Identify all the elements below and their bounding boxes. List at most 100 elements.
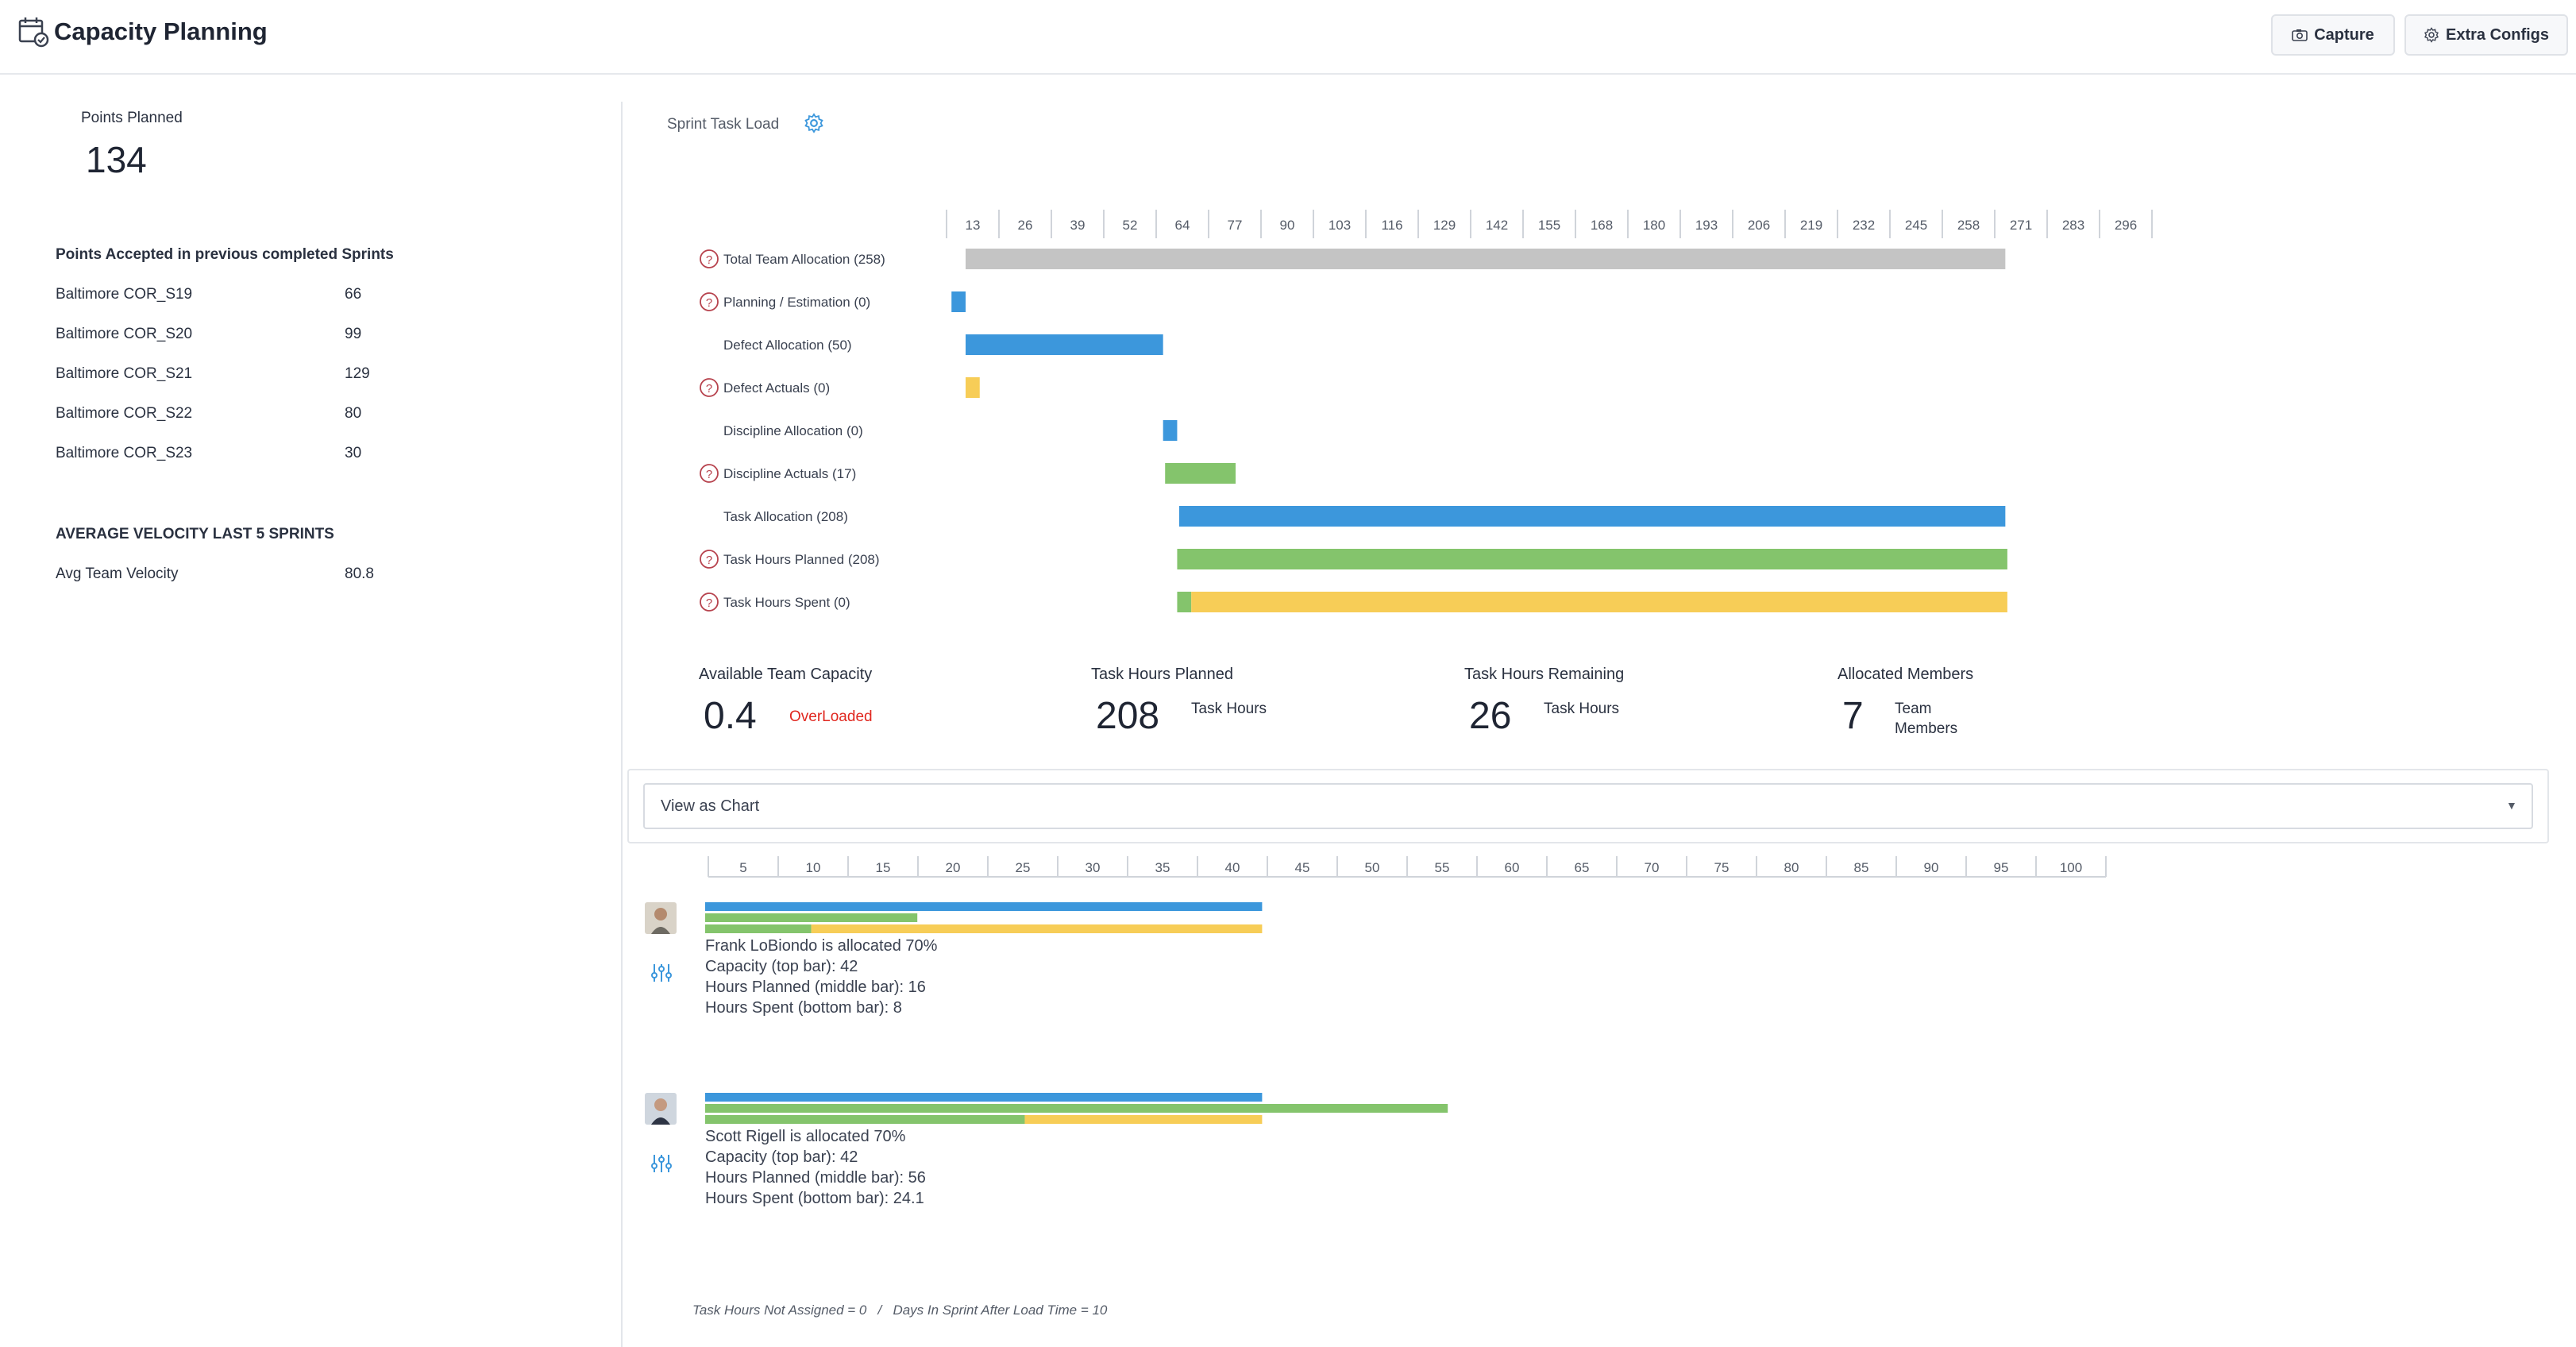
avatar: [645, 902, 677, 934]
axis-tick-label: 15: [876, 860, 891, 875]
axis-tick-label: 283: [2062, 218, 2084, 233]
extra-configs-button[interactable]: Extra Configs: [2404, 14, 2568, 56]
help-icon[interactable]: ?: [700, 592, 719, 612]
help-icon[interactable]: ?: [700, 249, 719, 268]
axis-tick-label: 35: [1155, 860, 1170, 875]
load-bar: [966, 377, 980, 398]
row-label: Discipline Allocation (0): [723, 423, 863, 438]
svg-text:?: ?: [706, 296, 712, 310]
extra-configs-label: Extra Configs: [2445, 25, 2550, 44]
row-label: Planning / Estimation (0): [723, 295, 870, 310]
row-label: Task Allocation (208): [723, 509, 848, 524]
row-label: Discipline Actuals (17): [723, 466, 856, 481]
settings-gear-icon[interactable]: [804, 113, 824, 133]
spent-bar: [705, 924, 812, 933]
axis-tick-label: 116: [1381, 218, 1402, 233]
sprint-name: Baltimore COR_S19: [56, 286, 193, 303]
view-mode-select[interactable]: [643, 783, 2533, 829]
available-capacity-value: 0.4: [704, 695, 757, 737]
load-bar: [966, 249, 2006, 269]
help-icon[interactable]: ?: [700, 464, 719, 483]
axis-tick-label: 258: [1957, 218, 1980, 233]
points-planned-value: 134: [86, 139, 147, 180]
sprint-task-load-chart: 13 26 39 52 64 77 90 103 116 129 142 155 168 180 193 20…: [700, 210, 2153, 612]
axis-tick-label: 168: [1591, 218, 1613, 233]
velocity-heading: AVERAGE VELOCITY LAST 5 SPRINTS: [56, 526, 334, 542]
axis-tick-label: 245: [1905, 218, 1927, 233]
load-bar: [1165, 463, 1236, 484]
axis-tick-label: 50: [1365, 860, 1380, 875]
axis-tick-label: 20: [946, 860, 961, 875]
capture-button[interactable]: Capture: [2271, 14, 2395, 56]
axis-tick-label: 75: [1714, 860, 1730, 875]
avg-velocity-value: 80.8: [345, 565, 374, 582]
hours-remaining-unit: Task Hours: [1544, 701, 1620, 717]
hours-planned-label: Task Hours Planned: [1091, 666, 1233, 683]
load-bar: [966, 334, 1163, 355]
svg-text:?: ?: [706, 596, 712, 610]
axis-tick-label: 30: [1086, 860, 1101, 875]
row-label: Total Team Allocation (258): [723, 252, 885, 267]
axis-tick-label: 296: [2115, 218, 2137, 233]
allocated-members-label: Allocated Members: [1838, 666, 1974, 683]
load-bar: [1177, 549, 2007, 569]
help-icon[interactable]: ?: [700, 550, 719, 569]
sprint-points: 99: [345, 326, 362, 342]
axis-tick-label: 60: [1505, 860, 1520, 875]
view-panel: [627, 769, 2549, 843]
axis-tick-label: 45: [1295, 860, 1310, 875]
avatar: [645, 1093, 677, 1125]
capture-label: Capture: [2314, 25, 2374, 44]
remaining-bar: [811, 924, 1263, 933]
axis-tick-label: 10: [806, 860, 821, 875]
member-capacity-text: Capacity (top bar): 42: [705, 958, 858, 975]
svg-text:?: ?: [706, 468, 712, 481]
hours-planned-value: 208: [1096, 695, 1160, 737]
capacity-bar: [705, 1093, 1263, 1102]
load-bar: [1191, 592, 2007, 612]
axis-tick-label: 26: [1018, 218, 1033, 233]
axis-tick-label: 95: [1994, 860, 2009, 875]
sprint-name: Baltimore COR_S23: [56, 445, 193, 461]
axis-tick-label: 180: [1643, 218, 1665, 233]
load-bar: [1163, 420, 1178, 441]
hours-remaining-value: 26: [1469, 695, 1512, 737]
svg-text:?: ?: [706, 382, 712, 396]
member-allocation-text: Frank LoBiondo is allocated 70%: [705, 937, 938, 955]
sprint-points: 80: [345, 405, 362, 422]
axis-tick-label: 80: [1784, 860, 1799, 875]
axis-tick-label: 232: [1853, 218, 1875, 233]
row-label: Defect Allocation (50): [723, 338, 852, 353]
overloaded-status: OverLoaded: [789, 708, 873, 725]
member-allocation-text: Scott Rigell is allocated 70%: [705, 1128, 906, 1145]
sliders-icon[interactable]: [650, 1152, 673, 1175]
load-bar: [1178, 506, 2006, 527]
axis-tick-label: 77: [1228, 218, 1243, 233]
axis-tick-label: 90: [1280, 218, 1295, 233]
app-header: [0, 0, 2576, 75]
axis-tick-label: 5: [739, 860, 746, 875]
member-spent-text: Hours Spent (bottom bar): 8: [705, 999, 902, 1017]
axis-tick-label: 219: [1800, 218, 1822, 233]
page-title: Capacity Planning: [54, 17, 268, 45]
axis-tick-label: 65: [1575, 860, 1590, 875]
allocated-members-unit: Team Members: [1895, 701, 1958, 737]
axis-tick-label: 39: [1070, 218, 1086, 233]
calendar-check-icon: [18, 17, 49, 48]
chevron-down-icon[interactable]: ▼: [2506, 799, 2517, 812]
footer-note: Task Hours Not Assigned = 0 / Days In Sp…: [692, 1303, 1108, 1318]
member-planned-text: Hours Planned (middle bar): 16: [705, 978, 926, 996]
help-icon[interactable]: ?: [700, 378, 719, 397]
remaining-bar: [1024, 1115, 1263, 1124]
help-icon[interactable]: ?: [700, 292, 719, 311]
svg-text:?: ?: [706, 554, 712, 567]
axis-tick-label: 90: [1924, 860, 1939, 875]
panel-divider: [621, 102, 623, 1347]
axis-tick-label: 271: [2010, 218, 2032, 233]
sprint-name: Baltimore COR_S20: [56, 326, 193, 342]
sliders-icon[interactable]: [650, 961, 673, 985]
axis-tick-label: 193: [1695, 218, 1718, 233]
available-capacity-label: Available Team Capacity: [699, 666, 873, 683]
gear-icon: [2424, 27, 2439, 43]
view-mode-value: View as Chart: [661, 797, 760, 815]
